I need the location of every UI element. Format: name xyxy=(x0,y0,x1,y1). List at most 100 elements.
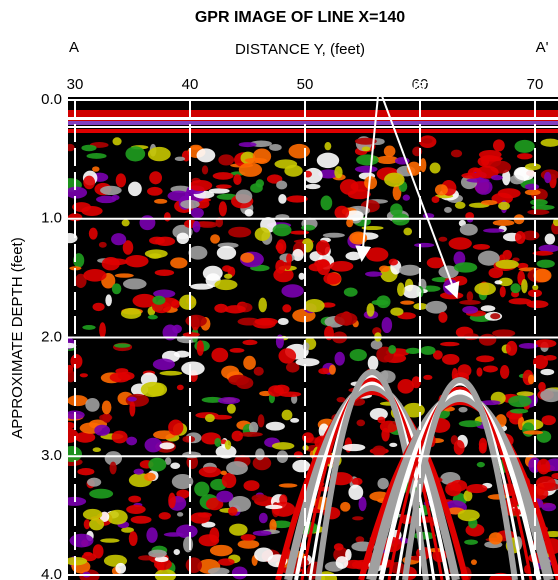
texture-blob xyxy=(101,400,112,415)
texture-blob xyxy=(318,368,330,375)
texture-blob xyxy=(364,176,378,190)
texture-blob xyxy=(480,400,501,406)
texture-blob xyxy=(190,207,204,219)
texture-blob xyxy=(388,345,397,354)
texture-blob xyxy=(540,388,558,403)
texture-blob xyxy=(100,185,122,196)
texture-blob xyxy=(388,258,399,266)
texture-blob xyxy=(68,496,87,506)
texture-blob xyxy=(268,385,284,397)
texture-blob xyxy=(254,227,271,242)
texture-blob xyxy=(279,494,288,505)
texture-blob xyxy=(228,506,238,516)
texture-blob xyxy=(510,283,521,294)
texture-blob xyxy=(154,556,169,563)
texture-blob xyxy=(480,305,496,312)
texture-blob xyxy=(346,218,354,228)
texture-blob xyxy=(252,456,272,471)
texture-blob xyxy=(323,272,342,285)
texture-blob xyxy=(152,358,175,371)
texture-blob xyxy=(188,245,208,260)
texture-blob xyxy=(149,171,163,185)
texture-blob xyxy=(133,468,144,475)
texture-blob xyxy=(366,303,375,317)
texture-blob xyxy=(117,371,135,381)
texture-blob xyxy=(126,504,146,514)
texture-blob xyxy=(173,350,190,358)
texture-blob xyxy=(107,509,128,525)
texture-blob xyxy=(252,530,272,536)
texture-blob xyxy=(358,496,367,512)
texture-blob xyxy=(244,208,254,217)
texture-blob xyxy=(275,259,286,274)
texture-blob xyxy=(402,284,422,299)
texture-blob xyxy=(541,415,556,426)
texture-blob xyxy=(258,512,268,524)
texture-blob xyxy=(524,163,541,171)
texture-blob xyxy=(162,324,178,341)
texture-blob xyxy=(302,342,310,351)
end-marker: A' xyxy=(536,39,549,56)
hyperbola xyxy=(387,386,533,580)
texture-blob xyxy=(105,294,112,307)
texture-blob xyxy=(255,179,265,188)
texture-blob xyxy=(147,146,171,162)
texture-blob xyxy=(541,503,557,512)
texture-blob xyxy=(438,311,448,323)
texture-blob xyxy=(68,446,83,463)
texture-blob xyxy=(399,264,421,276)
texture-blob xyxy=(278,391,302,398)
texture-blob xyxy=(130,515,152,524)
texture-blob xyxy=(478,333,497,346)
texture-blob xyxy=(499,365,510,379)
texture-blob xyxy=(68,143,75,152)
y-axis-label: APPROXIMATE DEPTH (feet) xyxy=(9,237,26,438)
texture-blob xyxy=(458,420,482,428)
texture-blob xyxy=(459,300,481,305)
texture-blob xyxy=(257,414,265,428)
texture-blob xyxy=(491,174,503,181)
texture-blob xyxy=(75,431,96,443)
x-tick-label: 70 xyxy=(527,76,544,93)
texture-blob xyxy=(196,340,204,356)
texture-blob xyxy=(115,562,127,574)
texture-blob xyxy=(490,313,501,320)
texture-blob xyxy=(214,437,222,447)
texture-blob xyxy=(148,549,167,558)
texture-blob xyxy=(278,194,287,204)
texture-blob xyxy=(69,533,94,548)
texture-blob xyxy=(514,167,535,181)
texture-blob xyxy=(98,241,107,248)
hyperbola xyxy=(294,381,450,580)
texture-blob xyxy=(536,259,555,269)
texture-blob xyxy=(228,374,249,386)
texture-blob xyxy=(115,173,127,188)
texture-blob xyxy=(243,355,256,370)
texture-blob xyxy=(171,473,194,490)
texture-blob xyxy=(148,253,162,259)
texture-blob xyxy=(440,341,460,347)
annotation: PROBABLE USTS xyxy=(330,78,442,93)
texture-blob xyxy=(438,236,448,242)
texture-blob xyxy=(343,287,358,297)
texture-blob xyxy=(544,233,556,245)
texture-blob xyxy=(352,516,364,521)
texture-blob xyxy=(109,461,117,475)
radar-image xyxy=(68,97,558,580)
texture-blob xyxy=(221,472,237,489)
texture-blob xyxy=(466,484,488,494)
texture-blob xyxy=(499,286,506,298)
texture-blob xyxy=(463,490,473,502)
texture-blob xyxy=(278,348,297,364)
texture-blob xyxy=(219,439,227,445)
x-tick-label: 30 xyxy=(67,76,84,93)
texture-blob xyxy=(420,345,436,355)
texture-blob xyxy=(514,139,535,153)
texture-blob xyxy=(113,343,131,348)
texture-blob xyxy=(483,228,505,233)
texture-blob xyxy=(474,179,493,195)
texture-blob xyxy=(345,549,352,561)
texture-blob xyxy=(258,297,267,313)
texture-blob xyxy=(322,232,345,238)
texture-blob xyxy=(82,325,96,330)
